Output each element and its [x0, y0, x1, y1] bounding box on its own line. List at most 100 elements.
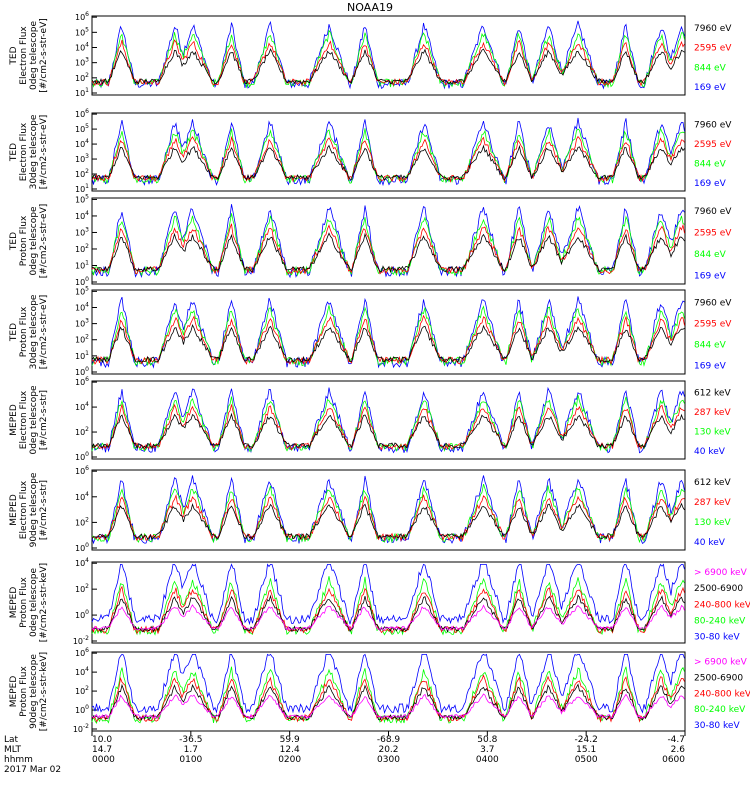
y-tick-label: 105	[75, 285, 89, 296]
legend-item: 7960 eV	[694, 299, 732, 309]
y-tick-label: 105	[75, 123, 89, 134]
legend-item: 612 keV	[694, 478, 731, 488]
series-green-trace	[91, 305, 685, 367]
y-tick-label: 104	[75, 41, 89, 52]
series-green-trace	[91, 29, 685, 89]
y-tick-label: 102	[75, 685, 89, 696]
series-black-trace	[91, 48, 685, 85]
y-tick-label: 105	[75, 26, 89, 37]
y-tick-label: 103	[75, 318, 89, 329]
y-axis-label: 0deg telescope	[29, 568, 39, 638]
legend-item: 30-80 keV	[694, 633, 740, 643]
legend-item: 844 eV	[694, 250, 727, 260]
y-tick-label: 106	[75, 108, 89, 119]
series-black-trace	[91, 502, 685, 540]
panel-3: 100 101 102 103 104 105 TED Proton Flux 0deg tel…	[9, 193, 732, 287]
legend-item: 80-240 keV	[694, 705, 746, 715]
panel-1: 101 102 103 104 105 106 TED Electron Flux 0deg t…	[9, 11, 732, 98]
panel-4: 100 101 102 103 104 105 TED Proton Flux 30deg te…	[9, 285, 732, 377]
legend-item: 169 eV	[694, 271, 727, 281]
series-magenta-trace	[91, 604, 685, 631]
y-axis-label: Proton Flux	[19, 577, 29, 628]
x-tick-label-lat: 50.8	[477, 735, 497, 745]
series-blue-trace	[91, 204, 685, 279]
x-tick-label-mlt: 2.6	[671, 745, 686, 755]
series-blue-trace	[91, 563, 685, 626]
series-red-trace	[91, 403, 685, 451]
series-red-trace	[91, 223, 685, 275]
panel-2: 101 102 103 104 105 106 TED Electron Flux 30deg …	[9, 108, 732, 194]
legend-item: 2595 eV	[694, 140, 732, 150]
x-axis-row-label: Lat	[4, 735, 19, 745]
series-red-trace	[91, 674, 685, 723]
legend-item: 2500-6900	[694, 673, 743, 683]
y-axis-label: MEPED	[9, 404, 19, 436]
legend-item: 287 keV	[694, 408, 731, 418]
legend-item: 169 eV	[694, 362, 727, 372]
legend-item: 844 eV	[694, 63, 727, 73]
legend-item: 130 keV	[694, 518, 731, 528]
series-blue-trace	[91, 117, 685, 187]
legend-item: 844 eV	[694, 341, 727, 351]
legend-item: 169 eV	[694, 179, 727, 189]
y-tick-label: 103	[75, 57, 89, 68]
legend-item: 7960 eV	[694, 24, 732, 34]
x-tick-label-mlt: 1.7	[184, 745, 198, 755]
series-black-trace	[91, 232, 685, 274]
y-axis-label: [#/cm2-s-str-eV]	[39, 204, 49, 279]
y-axis-label: 0deg telescope	[29, 206, 39, 276]
y-tick-label: 101	[75, 87, 89, 98]
plot-frame	[91, 651, 686, 732]
x-tick-label-lat: 10.0	[92, 735, 112, 745]
legend-item: 130 keV	[694, 428, 731, 438]
panel-8: 10-2 100 102 104 106 MEPED Proton Flux 90deg te…	[9, 647, 750, 734]
x-tick-label-mlt: 20.2	[378, 745, 398, 755]
x-tick-label-lat: -24.2	[575, 735, 598, 745]
y-axis-label: Proton Flux	[19, 215, 29, 266]
y-tick-label: 102	[75, 168, 89, 179]
y-tick-label: 104	[75, 557, 89, 568]
x-tick-label-hhmm: 0100	[179, 755, 202, 765]
legend-item: 80-240 keV	[694, 617, 746, 627]
y-tick-label: 102	[75, 426, 89, 437]
y-tick-label: 10-2	[73, 635, 89, 646]
figure-title: NOAA19	[347, 1, 393, 14]
series-blue-trace	[91, 386, 685, 454]
x-tick-label-lat: 59.9	[280, 735, 300, 745]
y-tick-label: 103	[75, 226, 89, 237]
y-tick-label: 102	[75, 243, 89, 254]
y-tick-label: 100	[75, 366, 89, 377]
y-tick-label: 103	[75, 153, 89, 164]
y-axis-label: TED	[9, 232, 19, 251]
legend-item: 7960 eV	[694, 207, 732, 217]
series-black-trace	[92, 594, 685, 633]
panel-6: 100 102 104 106 MEPED Electron Flux 90deg tele…	[9, 465, 731, 553]
legend-item: 40 keV	[694, 538, 726, 548]
legend-item: 287 keV	[694, 498, 731, 508]
y-axis-label: TED	[9, 323, 19, 342]
series-green-trace	[91, 127, 685, 185]
y-axis-label: 0deg telescope	[29, 385, 39, 455]
series-black-trace	[91, 144, 685, 181]
y-axis-label: [#/cm2-s-str]	[39, 390, 49, 450]
y-tick-label: 100	[75, 542, 89, 553]
y-axis-label: Electron Flux	[19, 480, 29, 539]
y-axis-label: Proton Flux	[19, 666, 29, 717]
series-black-trace	[91, 683, 685, 721]
legend-item: 169 eV	[694, 83, 727, 93]
series-blue-trace	[91, 653, 685, 714]
y-axis-label: TED	[9, 143, 19, 162]
panels: 101 102 103 104 105 106 TED Electron Flux 0deg t…	[9, 11, 750, 734]
panel-5: 100 102 104 106 MEPED Electron Flux 0deg teles…	[9, 376, 731, 462]
y-axis-label: MEPED	[9, 676, 19, 708]
y-tick-label: 104	[75, 666, 89, 677]
y-tick-label: 10-2	[73, 723, 89, 734]
series-green-trace	[91, 666, 685, 725]
y-axis-label: [#/cm2-s-str-eV]	[39, 295, 49, 370]
legend-item: 612 keV	[694, 389, 731, 399]
series-red-trace	[91, 135, 685, 183]
x-axis-row-label: hhmm	[4, 755, 33, 765]
legend-item: 844 eV	[694, 160, 727, 170]
y-tick-label: 104	[75, 210, 89, 221]
